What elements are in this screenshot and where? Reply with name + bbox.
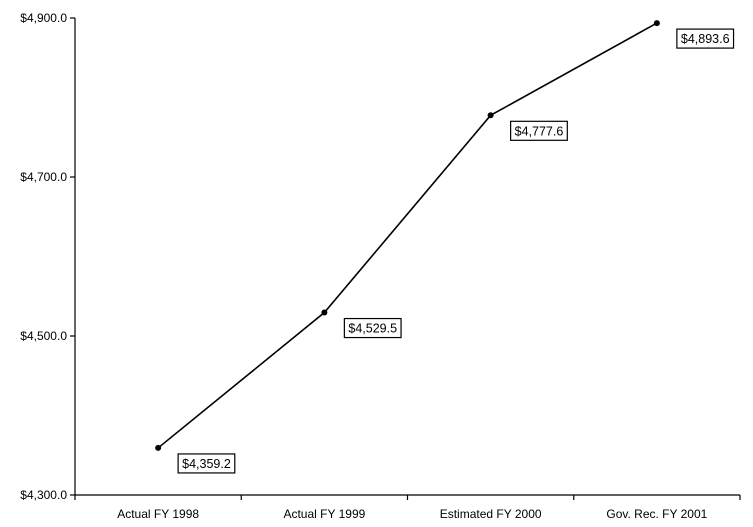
data-label-box xyxy=(510,120,568,141)
series-line xyxy=(157,22,658,449)
data-label: $4,529.5 xyxy=(343,317,402,339)
data-point xyxy=(155,444,162,451)
x-tick-label: Gov. Rec. FY 2001 xyxy=(606,507,707,521)
data-label-text: $4,777.6 xyxy=(515,124,564,138)
x-axis: Actual FY 1998 Actual FY 1999 Estimated FY… xyxy=(74,494,741,521)
y-tick-label: $4,300.0 xyxy=(20,488,67,502)
data-label-box xyxy=(343,317,402,339)
data-point xyxy=(487,112,494,119)
data-label-text: $4,893.6 xyxy=(681,32,730,46)
x-tick-label: Actual FY 1998 xyxy=(117,507,199,521)
y-tick-label: $4,500.0 xyxy=(20,329,67,343)
data-labels: $4,359.2 $4,529.5 $4,777.6 $4,893.6 xyxy=(177,28,735,474)
data-point xyxy=(321,309,328,316)
x-tick-label: Actual FY 1999 xyxy=(283,507,365,521)
data-label-text: $4,359.2 xyxy=(182,457,231,471)
data-label: $4,359.2 xyxy=(177,453,236,474)
series xyxy=(155,20,660,451)
y-tick-label: $4,900.0 xyxy=(20,11,67,25)
data-label-box xyxy=(177,453,236,474)
y-tick-label: $4,700.0 xyxy=(20,170,67,184)
y-axis: $4,300.0 $4,500.0 $4,700.0 $4,900.0 xyxy=(20,11,76,502)
data-label: $4,777.6 xyxy=(510,120,568,141)
data-label-box xyxy=(676,28,735,49)
x-tick-label: Estimated FY 2000 xyxy=(440,507,542,521)
data-label: $4,893.6 xyxy=(676,28,735,49)
data-label-text: $4,529.5 xyxy=(348,322,397,336)
data-point xyxy=(653,20,660,27)
